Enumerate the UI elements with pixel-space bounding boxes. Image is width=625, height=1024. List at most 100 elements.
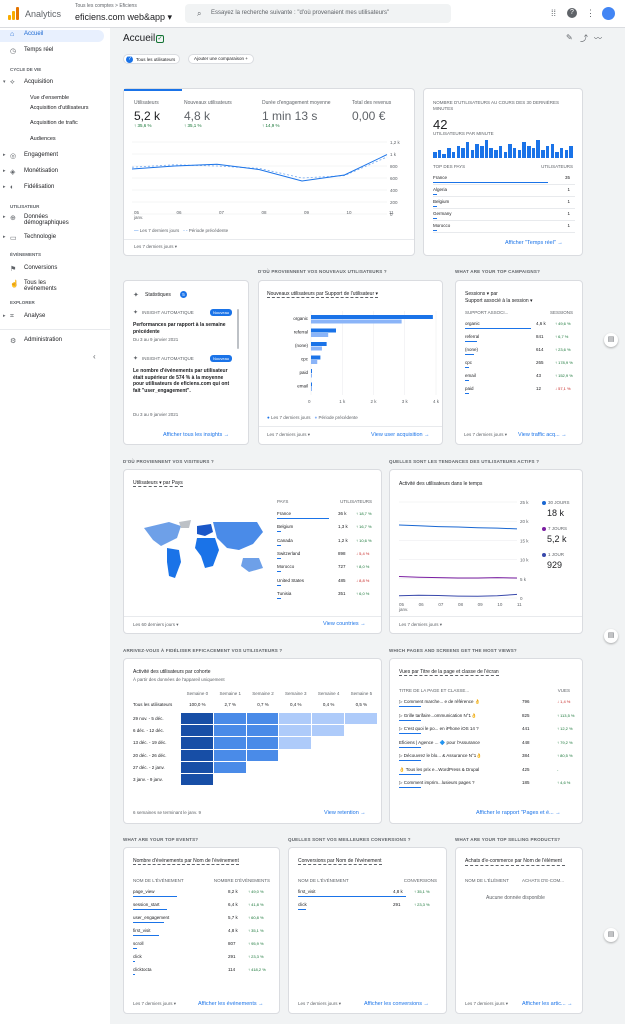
cohort-cell[interactable]	[246, 749, 279, 761]
metric-label[interactable]: Durée d'engagement moyenne	[262, 100, 331, 106]
sidebar-sub-traffic-acquisition[interactable]: Acquisition de trafic	[30, 120, 78, 126]
collapse-chevron-icon[interactable]: ‹	[93, 352, 96, 361]
page-title[interactable]: ▷ C'est quoi le po... en iPhone iOS 14 ?	[399, 726, 479, 731]
dimension-dropdown[interactable]: Nouveaux utilisateurs par Support de l'u…	[267, 291, 379, 298]
page-title[interactable]: ▷ Grille tarifaire...ommunication N°1👌	[399, 712, 477, 718]
sidebar-item-fidelisation[interactable]: ▸ ◐ Fidélisation	[3, 184, 55, 191]
metric-label[interactable]: Utilisateurs	[134, 100, 159, 106]
cohort-cell[interactable]	[213, 749, 246, 761]
conversions-link[interactable]: Afficher les conversions →	[364, 1001, 430, 1007]
sidebar-sub-overview[interactable]: Vue d'ensemble	[30, 95, 70, 101]
event-name[interactable]: clicktocta	[133, 967, 152, 972]
insights-icon[interactable]: 〰	[594, 34, 602, 43]
event-name[interactable]: click	[133, 954, 142, 959]
scrollbar[interactable]	[237, 309, 239, 349]
cohort-cell[interactable]	[246, 713, 279, 725]
date-range-selector[interactable]: Les 7 derniers jours ▾	[267, 432, 311, 437]
cohort-cell[interactable]	[279, 737, 312, 749]
date-range-selector[interactable]: Les 7 derniers jours ▾	[399, 622, 443, 627]
cohort-cell[interactable]	[246, 737, 279, 749]
user-acquisition-link[interactable]: View user acquisition →	[371, 432, 430, 438]
date-range-selector[interactable]: Les 7 derniers jours ▾	[134, 244, 178, 249]
cohort-cell[interactable]	[345, 713, 377, 725]
events-link[interactable]: Afficher les événements →	[198, 1001, 264, 1007]
cohort-cell[interactable]	[181, 749, 213, 761]
cohort-cell[interactable]	[279, 725, 312, 737]
page-title[interactable]: ▷ Comment marche... e de référence 👌	[399, 699, 481, 704]
sidebar-item-events[interactable]: ☝ Tous les événements	[10, 280, 57, 292]
realtime-link[interactable]: Afficher "Temps réel" →	[505, 240, 563, 246]
feedback-icon[interactable]: ▤	[604, 629, 618, 643]
cohort-cell[interactable]	[181, 713, 213, 725]
sidebar-item-realtime[interactable]: ◷ Temps réel	[10, 47, 54, 55]
dimension-dropdown[interactable]: Support associé à la session ▾	[465, 298, 533, 304]
countries-link[interactable]: View countries →	[323, 621, 366, 627]
feedback-icon[interactable]: ▤	[604, 928, 618, 942]
sidebar-item-tech[interactable]: ▸ ▭ Technologie	[3, 234, 57, 242]
sidebar-item-conversions[interactable]: ⚑ Conversions	[10, 265, 58, 273]
comparison-chip[interactable]: ? Tous les utilisateurs	[123, 54, 181, 64]
cohort-cell[interactable]	[181, 774, 213, 786]
analytics-logo-icon[interactable]	[8, 7, 20, 20]
conversion-name[interactable]: click	[298, 902, 307, 907]
traffic-acquisition-link[interactable]: View traffic acq... →	[518, 432, 567, 438]
share-icon[interactable]: ⤴	[580, 34, 588, 43]
cohort-cell[interactable]	[213, 713, 246, 725]
cohort-cell[interactable]	[213, 725, 246, 737]
cohort-cell[interactable]	[213, 761, 246, 773]
cohort-cell[interactable]	[181, 761, 213, 773]
metric-dropdown[interactable]: Sessions ▾ par	[465, 291, 498, 297]
cohort-cell[interactable]	[279, 713, 312, 725]
page-title[interactable]: ▷ Découvrez le blo... & Assurance N°1👌	[399, 753, 482, 758]
sidebar-item-analyse[interactable]: ▸ ⌗ Analyse	[3, 313, 46, 320]
sidebar-item-monetisation[interactable]: ▸ ◈ Monétisation	[3, 168, 59, 176]
breadcrumb[interactable]: Tous les comptes > Eficiens	[75, 3, 137, 9]
cohort-cell[interactable]	[181, 737, 213, 749]
cohort-cell[interactable]	[181, 725, 213, 737]
dimension-dropdown[interactable]: Utilisateurs ▾ par Pays	[133, 480, 183, 487]
apps-grid-icon[interactable]: ⁞⁞	[551, 8, 557, 18]
metric-label[interactable]: Nouveaux utilisateurs	[184, 100, 232, 106]
sidebar-sub-audiences[interactable]: Audiences	[30, 136, 56, 142]
search-input[interactable]: Essayez la recherche suivante : "d'où pr…	[211, 10, 390, 16]
retention-link[interactable]: View retention →	[324, 810, 366, 816]
feedback-icon[interactable]: ▤	[604, 333, 618, 347]
avatar[interactable]	[602, 7, 615, 20]
products-link[interactable]: Afficher les artic... →	[522, 1001, 573, 1007]
cohort-cell[interactable]	[246, 725, 279, 737]
insights-link[interactable]: Afficher tous les insights →	[163, 432, 230, 438]
page-title[interactable]: ▷ Comment imprim...lusieurs pages ?	[399, 780, 475, 785]
page-title[interactable]: 👌 Tous les prix e...WordPress & Drupal	[399, 766, 480, 772]
more-vert-icon[interactable]: ⋮	[586, 8, 595, 18]
search-bar[interactable]: ⌕ Essayez la recherche suivante : "d'où …	[185, 4, 451, 23]
dimension-dropdown[interactable]: Conversions par Nom de l'événement	[298, 858, 382, 865]
cohort-cell[interactable]	[312, 713, 344, 725]
cohort-cell[interactable]	[312, 725, 344, 737]
sidebar-item-engagement[interactable]: ▸ ◎ Engagement	[3, 152, 59, 160]
dimension-dropdown[interactable]: Vues par Titre de la page et classe de l…	[399, 669, 499, 676]
date-range-selector[interactable]: Les 60 derniers jours ▾	[133, 622, 179, 627]
event-name[interactable]: user_engagement	[133, 915, 170, 920]
sidebar-item-acquisition[interactable]: ▾ ⟡ Acquisition	[3, 79, 54, 86]
help-icon[interactable]: ?	[567, 8, 577, 18]
date-range-selector[interactable]: Les 7 derniers jours ▾	[465, 1001, 509, 1006]
dimension-dropdown[interactable]: Nombre d'événements par Nom de l'événeme…	[133, 858, 239, 865]
date-range-selector[interactable]: Les 7 derniers jours ▾	[298, 1001, 342, 1006]
event-name[interactable]: scroll	[133, 941, 144, 946]
insight-text[interactable]: Performances par rapport à la semaine pr…	[133, 322, 226, 335]
sidebar-item-home[interactable]: ⌂ Accueil	[0, 30, 104, 42]
event-name[interactable]: page_view	[133, 889, 155, 894]
property-selector[interactable]: eficiens.com web&app ▾	[75, 12, 173, 22]
event-name[interactable]: session_start	[133, 902, 160, 907]
date-range-selector[interactable]: Les 7 derniers jours ▾	[464, 432, 508, 437]
page-title[interactable]: Eficiens | Agence ... 🔷 pour l'Assurance	[399, 739, 480, 745]
dimension-dropdown[interactable]: Achats d'e-commerce par Nom de l'élément	[465, 858, 565, 866]
date-range-selector[interactable]: Les 7 derniers jours ▾	[133, 1001, 177, 1006]
sidebar-item-admin[interactable]: ⚙ Administration	[10, 337, 63, 345]
sidebar-sub-user-acquisition[interactable]: Acquisition d'utilisateurs	[30, 105, 89, 111]
add-comparison-button[interactable]: Ajouter une comparaison +	[188, 54, 254, 64]
pages-report-link[interactable]: Afficher le rapport "Pages et é... →	[476, 810, 561, 816]
event-name[interactable]: first_visit	[133, 928, 151, 933]
cohort-cell[interactable]	[213, 737, 246, 749]
insight-text[interactable]: Le nombre d'événements par utilisateur é…	[133, 368, 230, 394]
